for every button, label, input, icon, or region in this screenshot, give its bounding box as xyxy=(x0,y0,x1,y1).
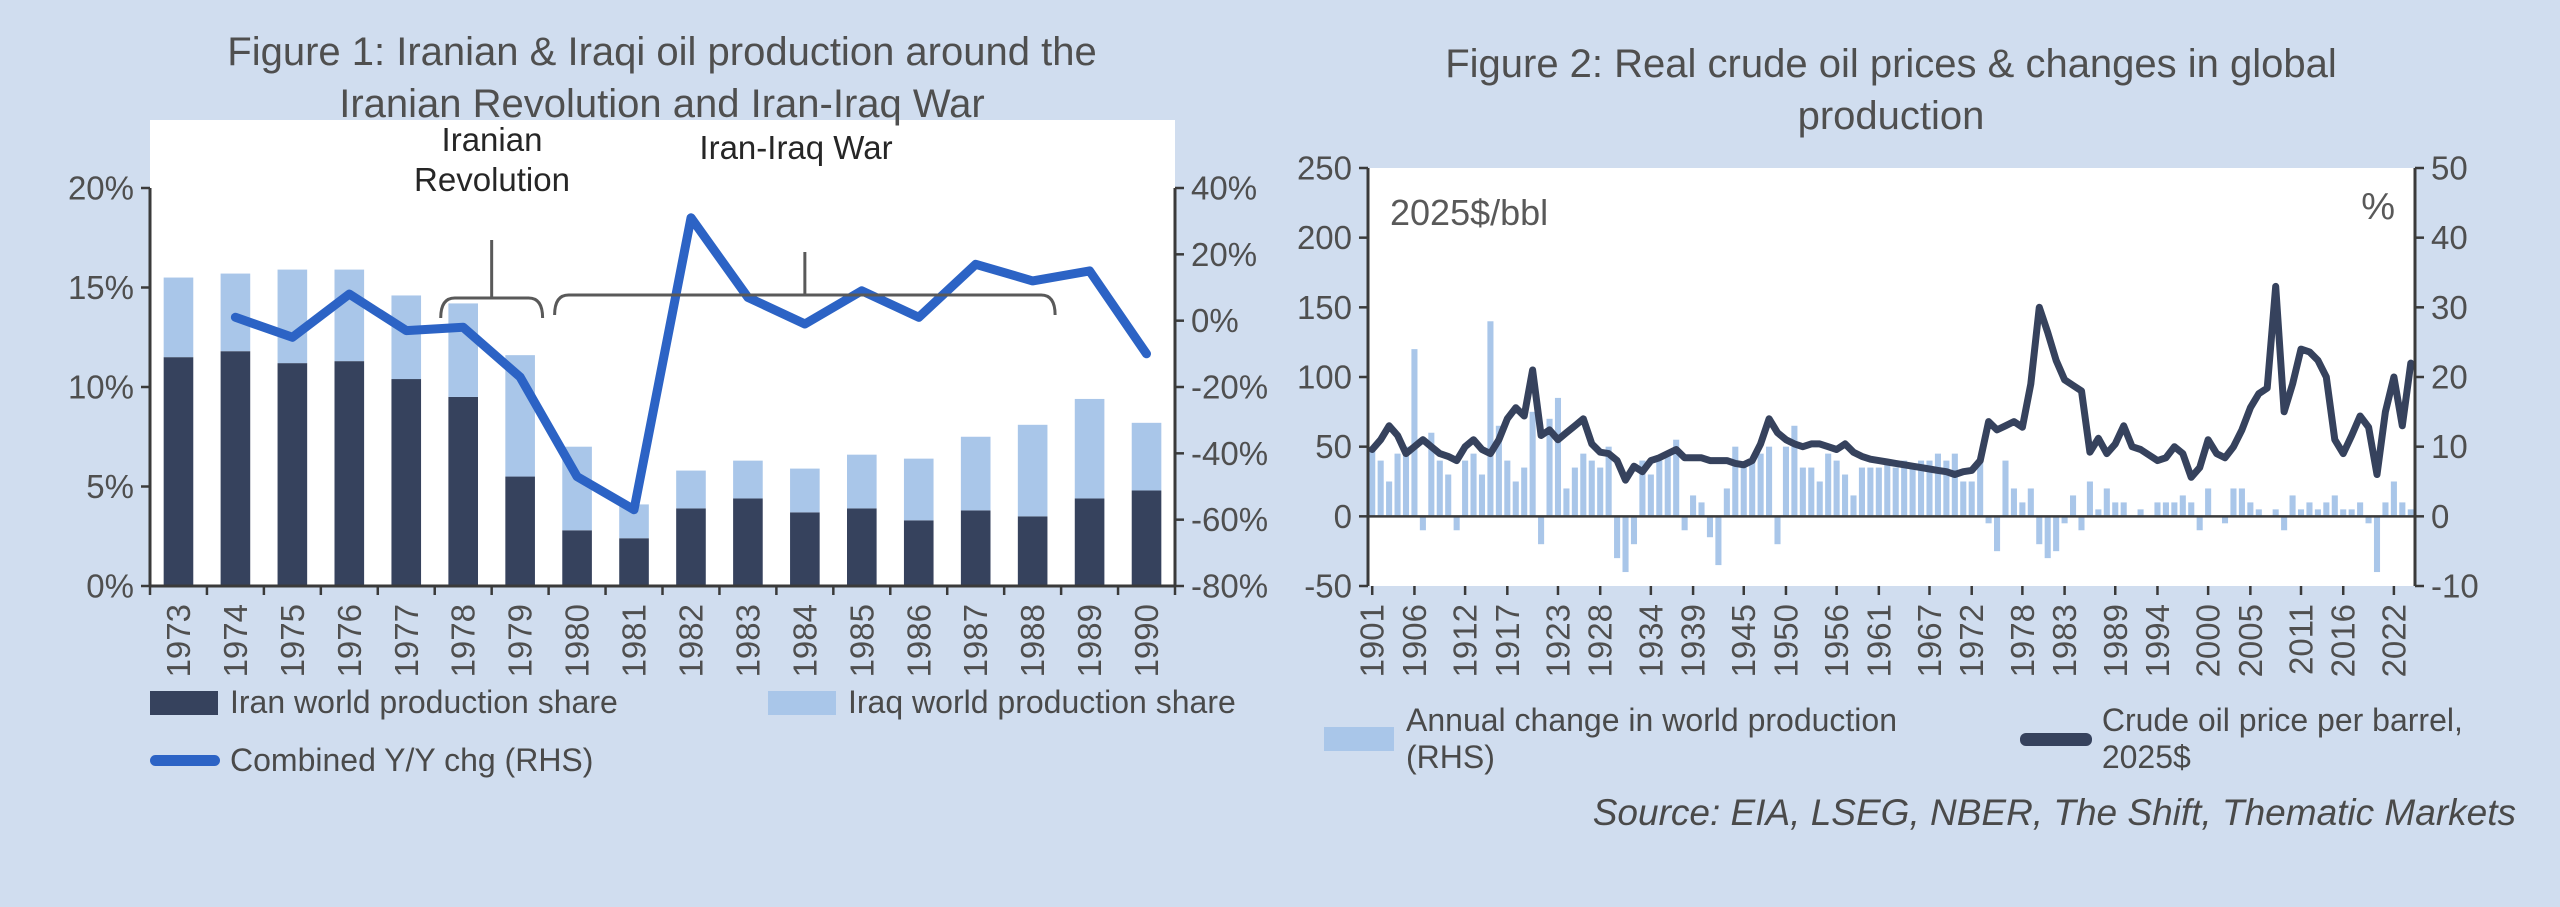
svg-text:1987: 1987 xyxy=(957,604,994,677)
legend-item-production-change: Annual change in world production (RHS) xyxy=(1324,702,1994,776)
legend-label: Iraq world production share xyxy=(848,684,1236,720)
svg-text:1983: 1983 xyxy=(2046,604,2083,677)
annotation-iran-iraq-war: Iran-Iraq War xyxy=(699,129,893,166)
svg-text:1923: 1923 xyxy=(1539,604,1576,677)
svg-text:1974: 1974 xyxy=(217,604,254,677)
svg-text:1975: 1975 xyxy=(274,604,311,677)
source-note: Source: EIA, LSEG, NBER, The Shift, Them… xyxy=(1592,792,2516,833)
figure2-legend: Annual change in world production (RHS) … xyxy=(1324,702,2560,776)
figure1-legend-row1: Iran world production share Iraq world p… xyxy=(150,684,1250,721)
svg-text:1982: 1982 xyxy=(672,604,709,677)
annotation-iranian-revolution: Iranian Revolution xyxy=(414,121,570,198)
legend-item-crude-price: Crude oil price per barrel, 2025$ xyxy=(2019,702,2560,776)
iran-share-swatch xyxy=(150,690,218,715)
svg-text:1977: 1977 xyxy=(388,604,425,677)
crude-price-line-swatch xyxy=(2019,732,2092,746)
production-change-swatch xyxy=(1324,727,1394,751)
legend-item-combined-yy: Combined Y/Y chg (RHS) xyxy=(150,742,593,779)
svg-text:1990: 1990 xyxy=(1128,604,1165,677)
figure1-title: Figure 1: Iranian & Iraqi oil production… xyxy=(227,30,1097,126)
svg-text:10: 10 xyxy=(2431,428,2468,465)
svg-text:2005: 2005 xyxy=(2232,604,2269,677)
iraq-share-swatch xyxy=(768,690,836,715)
svg-text:1989: 1989 xyxy=(2097,604,2134,677)
combined-yy-line-swatch xyxy=(150,755,220,766)
svg-text:1945: 1945 xyxy=(1725,604,1762,677)
svg-text:40%: 40% xyxy=(1191,170,1257,207)
svg-text:15%: 15% xyxy=(68,269,134,306)
svg-text:1950: 1950 xyxy=(1767,604,1804,677)
svg-text:1956: 1956 xyxy=(1818,604,1855,677)
svg-text:1972: 1972 xyxy=(1953,604,1990,677)
svg-text:1994: 1994 xyxy=(2139,604,2176,677)
right-axis-unit-label: % xyxy=(2361,186,2395,228)
svg-text:20%: 20% xyxy=(1191,236,1257,273)
legend-label: Annual change in world production (RHS) xyxy=(1406,702,1897,775)
svg-text:-20%: -20% xyxy=(1191,369,1268,406)
svg-text:1976: 1976 xyxy=(331,604,368,677)
svg-text:150: 150 xyxy=(1297,289,1352,326)
svg-text:1981: 1981 xyxy=(616,604,653,677)
svg-text:40: 40 xyxy=(2431,219,2468,256)
svg-text:0%: 0% xyxy=(86,568,134,605)
left-axis-unit-label: 2025$/bbl xyxy=(1390,192,1549,233)
svg-text:1986: 1986 xyxy=(900,604,937,677)
svg-text:-50: -50 xyxy=(1304,568,1352,605)
svg-text:1983: 1983 xyxy=(729,604,766,677)
svg-text:1939: 1939 xyxy=(1675,604,1712,677)
svg-text:1961: 1961 xyxy=(1860,604,1897,677)
svg-text:5%: 5% xyxy=(86,468,134,505)
svg-text:1978: 1978 xyxy=(2004,604,2041,677)
figure1-legend-row2: Combined Y/Y chg (RHS) xyxy=(150,742,593,779)
svg-text:-40%: -40% xyxy=(1191,435,1268,472)
svg-text:1988: 1988 xyxy=(1014,604,1051,677)
svg-text:50: 50 xyxy=(1315,428,1352,465)
svg-text:20%: 20% xyxy=(68,170,134,207)
svg-text:1979: 1979 xyxy=(502,604,539,677)
svg-text:0: 0 xyxy=(2431,498,2449,535)
svg-text:-10: -10 xyxy=(2431,568,2479,605)
svg-text:1985: 1985 xyxy=(843,604,880,677)
svg-text:1906: 1906 xyxy=(1396,604,1433,677)
svg-text:2000: 2000 xyxy=(2190,604,2227,677)
svg-text:0%: 0% xyxy=(1191,302,1239,339)
svg-text:1973: 1973 xyxy=(160,604,197,677)
svg-text:1978: 1978 xyxy=(445,604,482,677)
svg-text:200: 200 xyxy=(1297,219,1352,256)
legend-label: Combined Y/Y chg (RHS) xyxy=(230,742,594,778)
svg-text:100: 100 xyxy=(1297,359,1352,396)
svg-text:-60%: -60% xyxy=(1191,501,1268,538)
svg-text:1984: 1984 xyxy=(786,604,823,677)
legend-label: Iran world production share xyxy=(230,684,618,720)
svg-text:0: 0 xyxy=(1334,498,1352,535)
svg-text:250: 250 xyxy=(1297,150,1352,187)
svg-text:1967: 1967 xyxy=(1911,604,1948,677)
svg-text:20: 20 xyxy=(2431,359,2468,396)
svg-text:-80%: -80% xyxy=(1191,568,1268,605)
svg-text:1928: 1928 xyxy=(1582,604,1619,677)
svg-text:1989: 1989 xyxy=(1071,604,1108,677)
svg-text:1934: 1934 xyxy=(1632,604,1669,677)
svg-text:30: 30 xyxy=(2431,289,2468,326)
svg-text:2022: 2022 xyxy=(2375,604,2412,677)
figure2-title: Figure 2: Real crude oil prices & change… xyxy=(1445,42,2337,138)
svg-text:1901: 1901 xyxy=(1354,604,1391,677)
svg-text:10%: 10% xyxy=(68,369,134,406)
svg-text:1912: 1912 xyxy=(1447,604,1484,677)
svg-text:1980: 1980 xyxy=(559,604,596,677)
legend-item-iraq-share: Iraq world production share xyxy=(768,684,1236,721)
svg-text:2011: 2011 xyxy=(2283,604,2320,675)
svg-text:1917: 1917 xyxy=(1489,604,1526,677)
svg-text:50: 50 xyxy=(2431,150,2468,187)
legend-label: Crude oil price per barrel, 2025$ xyxy=(2101,702,2463,775)
legend-item-iran-share: Iran world production share xyxy=(150,684,768,721)
svg-text:2016: 2016 xyxy=(2325,604,2362,677)
